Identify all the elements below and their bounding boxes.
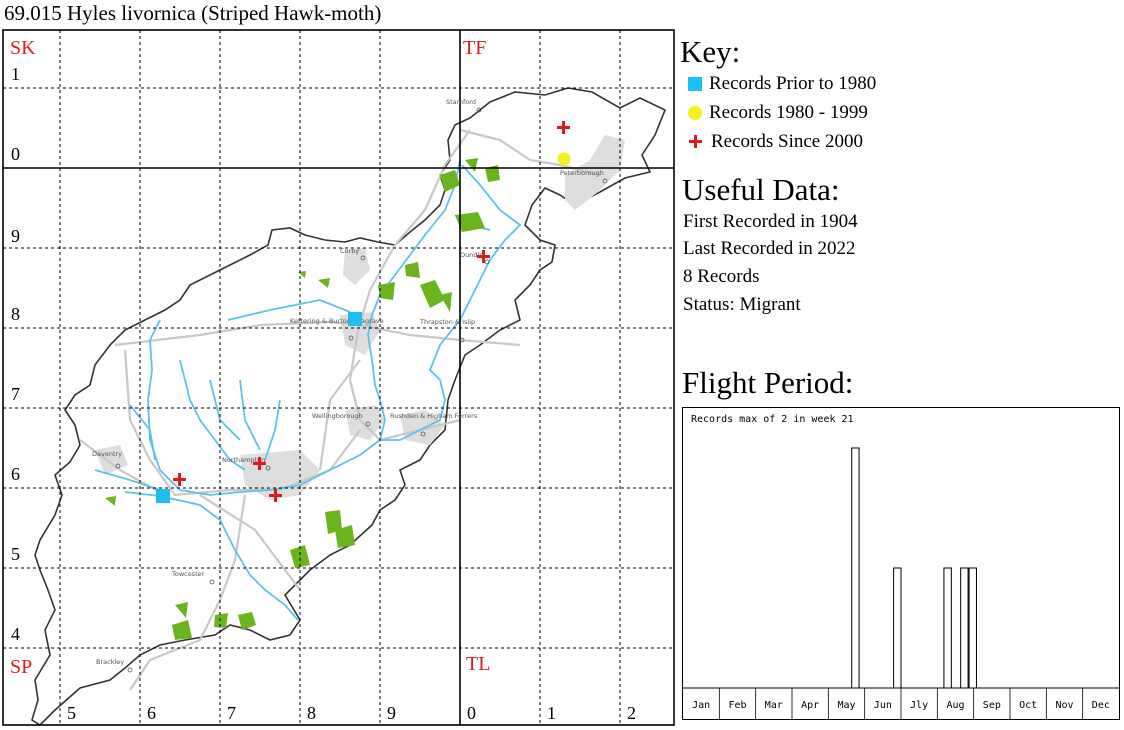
flight-period-title: Flight Period:: [682, 365, 854, 400]
easting-label: 9: [387, 703, 396, 723]
record-since-2000: [557, 121, 570, 134]
blue-square-icon: [688, 77, 702, 91]
record-1980-1999: [557, 152, 571, 166]
chart-caption: Records max of 2 in week 21: [691, 414, 854, 425]
month-tick-label: Dec: [1092, 700, 1110, 711]
easting-label: 1: [547, 703, 556, 723]
flight-period-chart: Records max of 2 in week 21 Jan Feb Mar Apr…: [682, 407, 1120, 720]
flight-bar: [851, 447, 860, 689]
flight-bar: [960, 567, 969, 689]
town-label: Towcester: [171, 570, 205, 578]
key-item-since-2000: Records Since 2000: [688, 131, 863, 153]
flight-period-plot: Jan Feb Mar Apr May Jun Jly Aug Sep Oct Nov Dec: [683, 447, 1119, 719]
month-tick-label: Aug: [946, 700, 964, 711]
town-label: Daventry: [92, 450, 122, 458]
town-label: Kettering & Burton Seagrave: [290, 317, 384, 325]
square-label-tl: TL: [466, 653, 490, 675]
town-label: Corby: [340, 247, 359, 255]
easting-label: 2: [627, 703, 636, 723]
useful-data-title: Useful Data:: [682, 172, 840, 207]
key-label: Records Prior to 1980: [709, 73, 877, 94]
square-label-sp: SP: [10, 656, 32, 678]
northing-label: 4: [11, 624, 20, 644]
square-label-tf: TF: [463, 37, 486, 59]
month-tick-label: Oct: [1019, 700, 1037, 711]
easting-label: 0: [467, 703, 476, 723]
town-label: Peterborough: [560, 169, 604, 177]
town-markers: [115, 107, 608, 673]
town-label: Thrapston & Islip: [419, 318, 475, 326]
page-title: 69.015 Hyles livornica (Striped Hawk-mot…: [4, 1, 382, 25]
northing-label: 7: [11, 384, 20, 404]
yellow-circle-icon: [688, 106, 702, 120]
last-recorded: Last Recorded in 2022: [683, 238, 856, 259]
town-label: Oundle: [460, 251, 483, 259]
record-prior-1980: [156, 489, 170, 503]
town-label: Brackley: [96, 658, 124, 666]
town-label: Wellingborough: [312, 412, 363, 420]
flight-bar: [968, 567, 977, 689]
month-tick-label: Mar: [765, 700, 783, 711]
rivers: [94, 159, 522, 621]
northing-label: 9: [11, 226, 20, 246]
month-tick-label: Nov: [1055, 700, 1073, 711]
first-recorded: First Recorded in 1904: [683, 211, 858, 232]
key-label: Records Since 2000: [711, 131, 863, 152]
record-prior-1980: [348, 312, 362, 326]
key-label: Records 1980 - 1999: [709, 102, 868, 123]
month-tick-label: May: [837, 700, 855, 711]
flight-bar: [943, 567, 952, 689]
northing-label: 8: [11, 304, 20, 324]
grid-frame: [2, 29, 675, 726]
month-tick-label: Feb: [728, 700, 746, 711]
roads: [79, 128, 601, 691]
key-item-1980-1999: Records 1980 - 1999: [688, 102, 868, 124]
distribution-map: SK TF SP TL 1 0 9 8 7 6 5 4 5 6 7 8 9 0 …: [2, 29, 675, 727]
key-item-prior-1980: Records Prior to 1980: [688, 73, 876, 95]
easting-label: 8: [307, 703, 316, 723]
month-tick-label: Jly: [910, 700, 928, 711]
town-label: Stamford: [446, 98, 476, 106]
northing-label: 6: [11, 464, 20, 484]
town-label: Rushden & Higham Ferrers: [390, 412, 478, 420]
square-label-sk: SK: [10, 37, 36, 59]
status: Status: Migrant: [683, 294, 801, 315]
record-count: 8 Records: [683, 266, 760, 287]
month-tick-label: Jan: [692, 700, 710, 711]
record-since-2000: [477, 250, 490, 263]
month-tick-label: Jun: [874, 700, 892, 711]
easting-label: 5: [67, 703, 76, 723]
month-tick-label: Apr: [801, 700, 819, 711]
grid-lines: [3, 30, 674, 725]
key-title: Key:: [680, 34, 741, 69]
easting-label: 6: [147, 703, 156, 723]
record-since-2000: [173, 473, 186, 486]
month-tick-label: Sep: [983, 700, 1001, 711]
county-boundary: [31, 87, 667, 727]
northing-label: 5: [11, 544, 20, 564]
record-since-2000: [269, 489, 282, 502]
northing-label: 0: [11, 144, 20, 164]
easting-label: 7: [227, 703, 236, 723]
town-label: Northampton: [222, 456, 265, 464]
northing-label: 1: [11, 64, 20, 84]
record-since-2000: [253, 457, 266, 470]
woodland: [105, 158, 500, 640]
red-plus-icon: [688, 134, 704, 150]
flight-bar: [893, 567, 902, 689]
